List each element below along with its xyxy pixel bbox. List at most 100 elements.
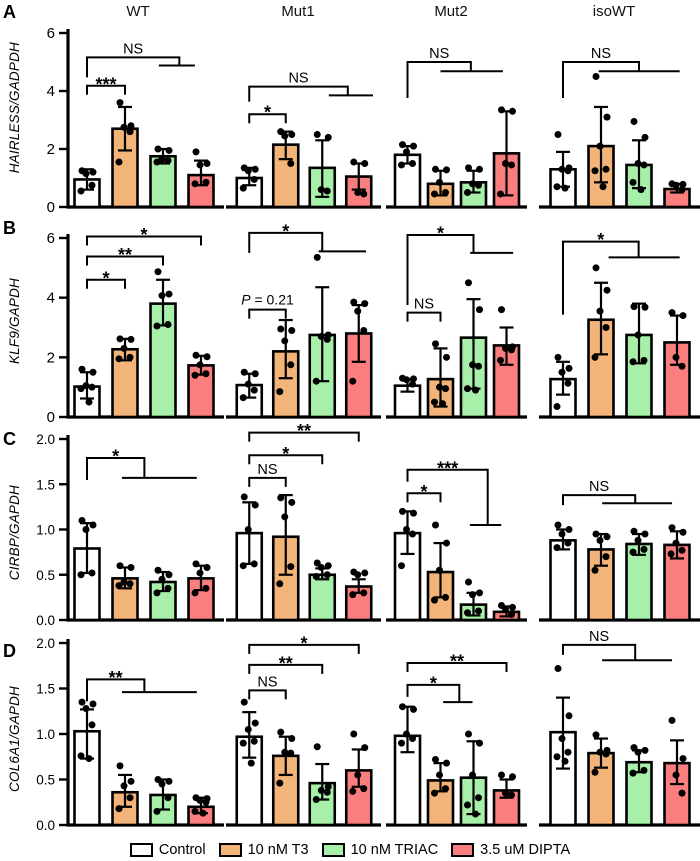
sig-bracket: [406, 234, 475, 306]
sig-label: *: [420, 482, 427, 502]
y-tick-label: 1.0: [36, 727, 55, 742]
scatter-dot: [629, 358, 637, 366]
scatter-dot: [120, 344, 128, 352]
scatter-dot: [672, 181, 680, 189]
scatter-dot: [191, 371, 199, 379]
sig-label: **: [279, 653, 293, 673]
scatter-dot: [553, 753, 561, 761]
scatter-dot: [158, 292, 166, 300]
sig-bracket: [562, 494, 637, 506]
sig-label-ns: NS: [123, 41, 143, 57]
scatter-dot: [469, 591, 476, 599]
legend-item-t3: 10 nM T3: [218, 842, 309, 858]
scatter-dot: [82, 170, 90, 178]
scatter-dot: [127, 335, 135, 343]
scatter-dot: [165, 777, 173, 785]
subplot-a-mut2: Mut2 NS: [384, 0, 530, 216]
scatter-dot: [191, 807, 199, 815]
subplot-a-wt: 0 2 4 6 WT *** NS: [28, 0, 224, 216]
scatter-dot: [629, 769, 637, 777]
sig-label: ***: [437, 458, 458, 478]
sig-bracket: [406, 311, 442, 322]
scatter-dot: [78, 516, 86, 524]
scatter-dot: [432, 165, 439, 173]
scatter-dot: [354, 307, 362, 315]
scatter-dot: [277, 728, 285, 736]
scatter-dot: [596, 748, 604, 756]
y-tick-label: 2.0: [36, 432, 55, 447]
scatter-dot: [634, 536, 642, 544]
subplot-d-wt: 0.0 0.5 1.0 1.5 2.0 **: [28, 636, 224, 839]
scatter-dot: [288, 735, 296, 743]
scatter-dot: [287, 749, 295, 757]
scatter-dot: [89, 521, 97, 529]
scatter-dot: [602, 165, 610, 173]
scatter-dot: [360, 785, 368, 793]
y-tick-label: 6: [47, 25, 55, 42]
scatter-dot: [668, 309, 676, 317]
scatter-dot: [361, 160, 369, 167]
y-tick-label: 0.0: [36, 818, 55, 833]
scatter-dot: [399, 703, 406, 711]
chart-svg: ****: [386, 458, 527, 622]
scatter-dot: [251, 719, 259, 727]
scatter-dot: [672, 353, 680, 361]
scatter-dot: [317, 786, 325, 794]
scatter-dot: [89, 700, 97, 708]
scatter-dot: [634, 748, 642, 756]
sig-bracket: [248, 454, 324, 465]
scatter-dot: [436, 383, 443, 391]
scatter-dot: [558, 368, 566, 376]
scatter-dot: [565, 712, 573, 720]
scatter-dot: [239, 739, 247, 747]
scatter-dot: [464, 385, 471, 393]
scatter-dot: [591, 566, 599, 574]
scatter-dot: [276, 580, 284, 588]
scatter-dot: [668, 716, 676, 724]
scatter-dot: [442, 785, 449, 793]
scatter-dot: [350, 158, 358, 166]
sig-bracket: [86, 84, 126, 95]
sig-bracket: [248, 231, 324, 253]
scatter-dot: [281, 132, 289, 140]
scatter-dot: [596, 307, 604, 315]
scatter-dot: [565, 526, 573, 533]
scatter-dot: [324, 133, 332, 141]
sig-bracket: [562, 240, 640, 315]
scatter-dot: [640, 161, 648, 169]
scatter-dot: [667, 550, 675, 558]
scatter-dot: [287, 563, 295, 571]
scatter-dot: [288, 131, 296, 138]
sig-label: **: [118, 245, 132, 265]
scatter-dot: [475, 794, 482, 802]
scatter-dot: [602, 324, 610, 331]
scatter-dot: [603, 533, 611, 541]
scatter-dot: [497, 190, 504, 198]
scatter-dot: [244, 725, 252, 733]
scatter-dot: [276, 779, 284, 787]
scatter-dot: [497, 356, 504, 364]
scatter-dot: [360, 589, 368, 597]
scatter-dot: [630, 744, 638, 752]
scatter-dot: [250, 737, 258, 745]
panel-letter-c: C: [3, 429, 16, 449]
sig-bracket: [86, 255, 164, 266]
scatter-dot: [120, 782, 128, 790]
scatter-dot: [409, 735, 416, 743]
scatter-dot: [564, 539, 572, 547]
scatter-dot: [88, 569, 96, 577]
scatter-dot: [398, 739, 405, 747]
legend-item-triac: 10 nM TRIAC: [321, 842, 438, 858]
chart-svg: NS: [539, 479, 700, 622]
scatter-dot: [288, 498, 296, 506]
scatter-dot: [239, 394, 247, 402]
subplot-a-isowt: isoWT NS: [530, 0, 700, 216]
y-axis-label-cirbp: CIRBP/GAPDH: [6, 485, 22, 581]
chart-svg: NS***: [226, 633, 381, 827]
scatter-dot: [596, 142, 604, 150]
scatter-dot: [475, 607, 482, 615]
scatter-dot: [634, 160, 642, 167]
scatter-dot: [251, 165, 259, 173]
scatter-dot: [591, 167, 599, 175]
